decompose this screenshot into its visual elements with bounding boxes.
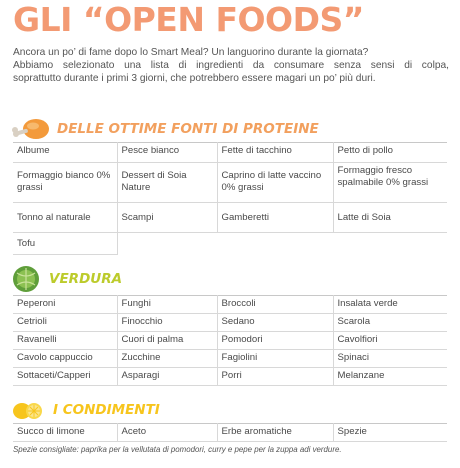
- table-cell: Insalata verde: [332, 295, 447, 314]
- table-cell: Gamberetti: [216, 202, 334, 233]
- table-cell: Fette di tacchino: [216, 142, 334, 163]
- table-cell: Finocchio: [116, 313, 218, 332]
- table-cell: Cavolfiori: [332, 331, 447, 350]
- section-title-condimenti: I CONDIMENTI: [53, 402, 160, 418]
- table-row: Formaggio bianco 0% grassi Dessert di So…: [13, 162, 447, 203]
- section-header-verdura: VERDURA: [11, 265, 122, 293]
- table-cell: Tofu: [13, 232, 118, 255]
- table-cell: [332, 232, 447, 255]
- table-row: Tofu: [13, 232, 447, 255]
- chicken-leg-icon: [12, 119, 49, 139]
- section-header-proteine: DELLE OTTIME FONTI DI PROTEINE: [11, 115, 319, 143]
- cabbage-icon: [13, 266, 39, 292]
- table-cell: Cetrioli: [13, 313, 118, 332]
- table-cell: Fagiolini: [216, 349, 334, 368]
- table-cell: Melanzane: [332, 367, 447, 386]
- table-cell: Zucchine: [116, 349, 218, 368]
- section-header-condimenti: I CONDIMENTI: [11, 396, 160, 424]
- table-cell: Tonno al naturale: [13, 202, 118, 233]
- table-row: Cavolo cappuccio Zucchine Fagiolini Spin…: [13, 349, 447, 368]
- table-row: Peperoni Funghi Broccoli Insalata verde: [13, 295, 447, 314]
- table-cell: Pesce bianco: [116, 142, 218, 163]
- table-cell: Pomodori: [216, 331, 334, 350]
- intro-line: Ancora un po’ di fame dopo lo Smart Meal…: [13, 47, 369, 58]
- table-cell: Caprino di latte vaccino 0% grassi: [216, 162, 334, 203]
- table-cell: Formaggio fresco spalmabile 0% grassi: [332, 162, 447, 203]
- table-cell: Dessert di Soia Nature: [116, 162, 218, 203]
- lemon-icon: [13, 403, 42, 419]
- table-cell: Albume: [13, 142, 118, 163]
- table-cell: Scarola: [332, 313, 447, 332]
- table-cell: Succo di limone: [13, 423, 118, 442]
- table-cell: Cuori di palma: [116, 331, 218, 350]
- condimenti-table: Succo di limone Aceto Erbe aromatiche Sp…: [13, 423, 447, 442]
- table-cell: Funghi: [116, 295, 218, 314]
- table-cell: Peperoni: [13, 295, 118, 314]
- table-cell: Sedano: [216, 313, 334, 332]
- table-cell: Petto di pollo: [332, 142, 447, 163]
- proteine-table: Albume Pesce bianco Fette di tacchino Pe…: [13, 142, 447, 255]
- table-row: Succo di limone Aceto Erbe aromatiche Sp…: [13, 423, 447, 442]
- table-cell: Cavolo cappuccio: [13, 349, 118, 368]
- table-cell: Porri: [216, 367, 334, 386]
- intro-text: Ancora un po’ di fame dopo lo Smart Meal…: [13, 46, 449, 85]
- table-cell: Erbe aromatiche: [216, 423, 334, 442]
- table-cell: Aceto: [116, 423, 218, 442]
- section-title-verdura: VERDURA: [49, 271, 123, 287]
- intro-line: soprattutto durante i primi 3 giorni, ch…: [13, 73, 376, 84]
- table-cell: Spezie: [332, 423, 447, 442]
- table-cell: Latte di Soia: [332, 202, 447, 233]
- table-row: Cetrioli Finocchio Sedano Scarola: [13, 313, 447, 332]
- table-row: Sottaceti/Capperi Asparagi Porri Melanza…: [13, 367, 447, 386]
- page-title: GLI “OPEN FOODS”: [13, 0, 364, 39]
- table-cell: Asparagi: [116, 367, 218, 386]
- table-cell: [116, 232, 217, 255]
- table-cell: Broccoli: [216, 295, 334, 314]
- table-row: Tonno al naturale Scampi Gamberetti Latt…: [13, 202, 447, 233]
- table-cell: Ravanelli: [13, 331, 118, 350]
- table-cell: Spinaci: [332, 349, 447, 368]
- verdura-table: Peperoni Funghi Broccoli Insalata verde …: [13, 295, 447, 386]
- table-row: Ravanelli Cuori di palma Pomodori Cavolf…: [13, 331, 447, 350]
- spices-note: Spezie consigliate: paprika per la vellu…: [13, 445, 342, 454]
- table-cell: [216, 232, 333, 255]
- table-cell: Scampi: [116, 202, 218, 233]
- table-cell: Formaggio bianco 0% grassi: [13, 162, 118, 203]
- table-row: Albume Pesce bianco Fette di tacchino Pe…: [13, 142, 447, 163]
- table-cell: Sottaceti/Capperi: [13, 367, 118, 386]
- section-title-proteine: DELLE OTTIME FONTI DI PROTEINE: [57, 121, 319, 137]
- intro-line: Abbiamo selezionato una lista di ingredi…: [13, 60, 449, 71]
